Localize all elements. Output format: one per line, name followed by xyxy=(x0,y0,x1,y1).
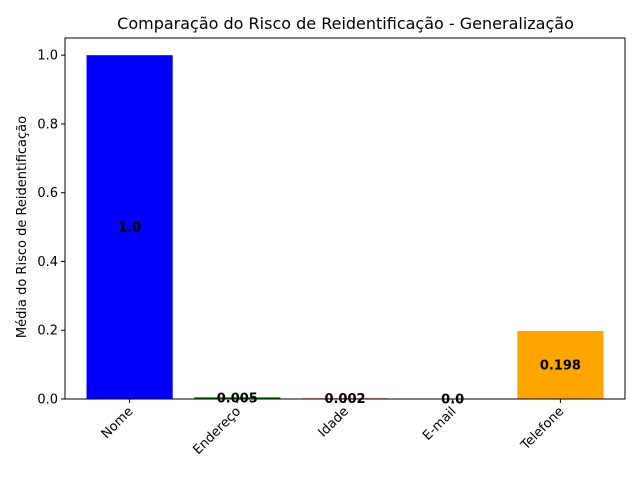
plot-frame xyxy=(64,37,626,400)
chart-title: Comparação do Risco de Reidentificação -… xyxy=(117,14,574,33)
x-tick-label: Idade xyxy=(316,404,352,440)
bar-value-label: 1.0 xyxy=(118,221,141,236)
y-tick-label: 0.2 xyxy=(37,324,58,339)
y-axis: 0.0 0.2 0.4 0.6 0.8 1.0 xyxy=(37,49,65,408)
y-tick-label: 0.0 xyxy=(37,393,58,408)
y-tick-label: 0.4 xyxy=(37,255,58,270)
bar-nome xyxy=(86,55,173,399)
bar-telefone xyxy=(517,330,604,399)
bar-value-label: 0.198 xyxy=(540,358,581,373)
bar-labels-group: 1.00.005 0.002 0.00.198 xyxy=(118,221,581,408)
x-tick-label: Endereço xyxy=(190,404,244,458)
y-axis-label: Média do Risco de Reidentificação xyxy=(15,116,30,338)
x-tick-label: Nome xyxy=(99,404,137,442)
y-tick-label: 1.0 xyxy=(37,49,58,64)
x-tick-label: Telefone xyxy=(518,404,568,454)
x-axis: Nome Endereço Idade E-mail Telefone xyxy=(99,399,567,458)
y-tick-label: 0.6 xyxy=(37,186,58,201)
x-tick-label: E-mail xyxy=(420,404,459,443)
bars-group xyxy=(86,55,604,400)
y-tick-label: 0.8 xyxy=(37,117,58,132)
bar-endereço xyxy=(194,397,281,399)
